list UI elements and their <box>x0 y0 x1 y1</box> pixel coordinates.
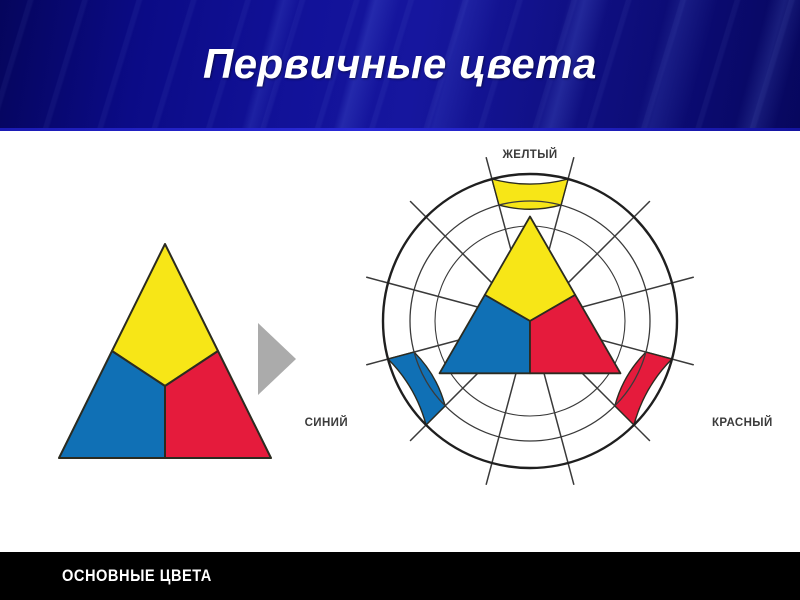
banner-streaks-decoration <box>0 0 800 131</box>
wheel-ring-outer <box>381 172 679 470</box>
page-title: Первичные цвета <box>202 40 597 87</box>
wheel-rings <box>381 172 679 470</box>
wheel-label-red: КРАСНЫЙ <box>712 416 773 429</box>
color-wheel-svg: ЖЕЛТЫЙ КРАСНЫЙ СИНИЙ <box>305 148 772 485</box>
banner-underline <box>0 128 800 131</box>
wheel-label-blue: СИНИЙ <box>305 416 348 429</box>
wheel-spoke <box>576 276 694 309</box>
footer-label: ОСНОВНЫЕ ЦВЕТА <box>62 566 212 585</box>
color-wheel: ЖЕЛТЫЙ КРАСНЫЙ СИНИЙ <box>305 136 800 546</box>
arrow-icon <box>258 323 296 395</box>
triangle-svg <box>58 243 272 459</box>
wheel-ring-middle <box>409 200 651 442</box>
triangle-region-red <box>164 350 272 459</box>
slide-body: ЖЕЛТЫЙ КРАСНЫЙ СИНИЙ <box>0 131 800 552</box>
wheel-label-yellow: ЖЕЛТЫЙ <box>501 148 557 161</box>
primary-color-triangle <box>45 236 285 466</box>
wheel-spoke <box>485 367 518 485</box>
wheel-inner-triangle <box>438 215 622 375</box>
wheel-triangle-region-red <box>529 293 622 375</box>
wheel-labels: ЖЕЛТЫЙ КРАСНЫЙ СИНИЙ <box>305 148 773 429</box>
wheel-spoke <box>366 276 484 309</box>
footer-bar: ОСНОВНЫЕ ЦВЕТА <box>0 552 800 600</box>
transition-arrow <box>252 321 302 397</box>
arrow-right-icon <box>258 323 296 395</box>
wheel-spoke <box>409 200 496 287</box>
wheel-spoke <box>564 200 651 287</box>
wheel-spoke <box>542 367 575 485</box>
wheel-color-sectors <box>386 178 674 427</box>
title-banner <box>0 0 800 131</box>
